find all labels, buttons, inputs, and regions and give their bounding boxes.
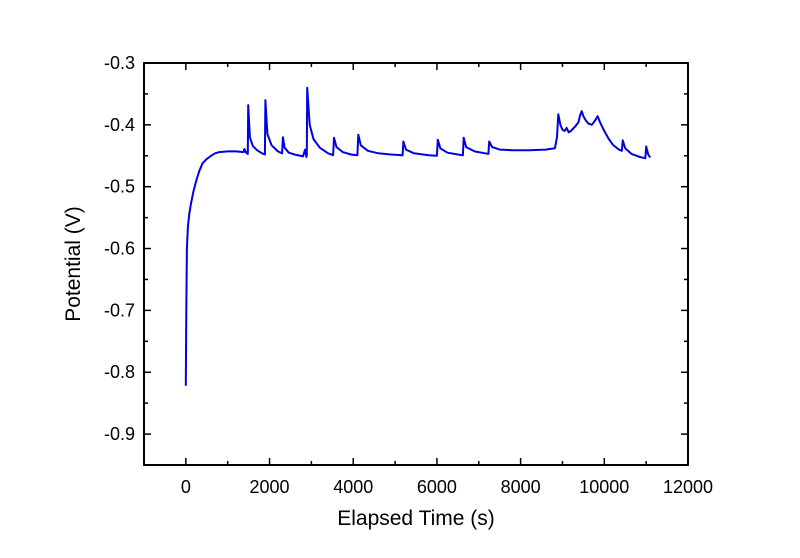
- y-tick-label: -0.8: [104, 362, 135, 382]
- plot-frame: [143, 62, 689, 466]
- y-tick-label: -0.5: [104, 177, 135, 197]
- x-tick-label: 6000: [417, 477, 457, 497]
- y-tick-label: -0.3: [104, 53, 135, 73]
- x-tick-label: 12000: [663, 477, 713, 497]
- x-tick-label: 0: [181, 477, 191, 497]
- series-line: [184, 86, 652, 386]
- y-tick-label: -0.6: [104, 239, 135, 259]
- tick-marks: [143, 62, 689, 466]
- x-tick-label: 8000: [501, 477, 541, 497]
- y-axis-title: Potential (V): [62, 206, 85, 322]
- tick-labels: 0 2000 4000 6000 8000 10000 12000 -0.3 -0.4 -0.5 -…: [104, 53, 713, 497]
- x-tick-label: 4000: [333, 477, 373, 497]
- x-tick-label: 2000: [250, 477, 290, 497]
- series-layer: [184, 86, 652, 386]
- y-tick-label: -0.7: [104, 300, 135, 320]
- y-tick-label: -0.4: [104, 115, 135, 135]
- x-tick-label: 10000: [579, 477, 629, 497]
- x-axis-title: Elapsed Time (s): [337, 507, 495, 530]
- y-tick-label: -0.9: [104, 424, 135, 444]
